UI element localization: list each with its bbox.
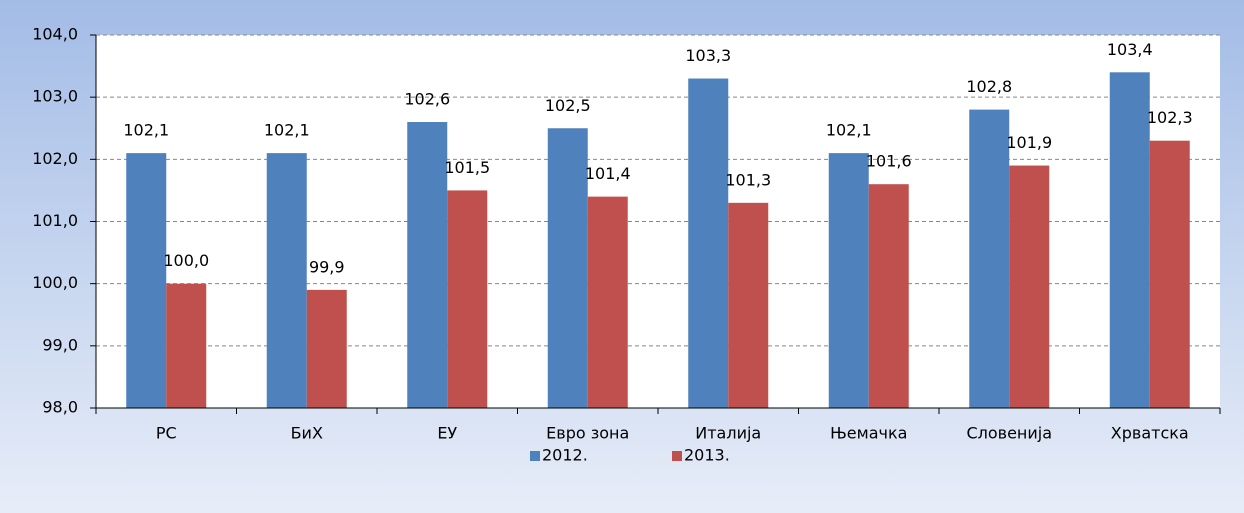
y-tick-label: 102,0 bbox=[32, 149, 78, 168]
legend-label: 2012. bbox=[542, 446, 588, 465]
y-tick-label: 99,0 bbox=[42, 335, 78, 354]
x-tick-label: Евро зона bbox=[546, 424, 629, 443]
x-tick-label: Словенија bbox=[966, 424, 1052, 443]
data-label: 101,9 bbox=[1006, 133, 1052, 152]
x-tick-label: РС bbox=[156, 424, 177, 443]
legend-label: 2013. bbox=[684, 446, 730, 465]
bar bbox=[447, 190, 488, 408]
bar bbox=[688, 78, 729, 409]
legend-swatch bbox=[672, 451, 682, 461]
bar bbox=[1109, 72, 1150, 409]
x-tick-label: ЕУ bbox=[437, 424, 457, 443]
data-label: 102,3 bbox=[1147, 108, 1193, 127]
data-label: 102,6 bbox=[404, 90, 450, 109]
bar bbox=[126, 153, 167, 408]
bar bbox=[969, 109, 1010, 408]
y-tick-label: 104,0 bbox=[32, 25, 78, 44]
bar bbox=[166, 283, 207, 408]
data-label: 103,4 bbox=[1107, 40, 1153, 59]
bar bbox=[587, 196, 628, 408]
data-label: 102,1 bbox=[264, 121, 310, 140]
x-tick-label: Италија bbox=[695, 424, 761, 443]
data-label: 101,4 bbox=[585, 164, 631, 183]
bar bbox=[1149, 140, 1190, 408]
x-tick-label: Њемачка bbox=[830, 424, 907, 443]
bar bbox=[547, 128, 588, 408]
bar bbox=[407, 122, 448, 409]
bar bbox=[828, 153, 869, 408]
data-label: 101,3 bbox=[725, 170, 771, 189]
data-label: 99,9 bbox=[309, 257, 345, 276]
data-label: 100,0 bbox=[163, 251, 209, 270]
data-label: 101,5 bbox=[444, 158, 490, 177]
bar bbox=[868, 184, 909, 408]
legend-swatch bbox=[530, 451, 540, 461]
x-tick-label: БиХ bbox=[291, 424, 323, 443]
bar bbox=[266, 153, 307, 408]
y-tick-label: 103,0 bbox=[32, 87, 78, 106]
y-tick-label: 100,0 bbox=[32, 273, 78, 292]
bar bbox=[1009, 165, 1050, 408]
data-label: 101,6 bbox=[866, 152, 912, 171]
data-label: 102,5 bbox=[545, 96, 591, 115]
bar bbox=[728, 202, 769, 408]
y-tick-label: 98,0 bbox=[42, 398, 78, 417]
data-label: 102,1 bbox=[123, 121, 169, 140]
data-label: 103,3 bbox=[685, 46, 731, 65]
y-tick-label: 101,0 bbox=[32, 211, 78, 230]
data-label: 102,1 bbox=[826, 121, 872, 140]
data-label: 102,8 bbox=[966, 77, 1012, 96]
x-tick-label: Хрватска bbox=[1111, 424, 1189, 443]
bar bbox=[306, 289, 347, 408]
